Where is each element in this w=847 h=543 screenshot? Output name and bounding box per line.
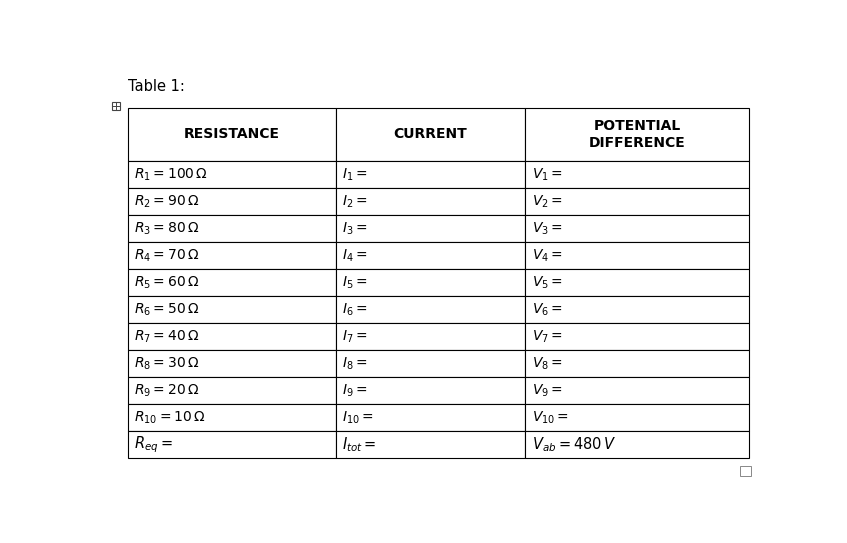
Bar: [335, 108, 525, 161]
Text: $\mathit{R}_{eq} =$: $\mathit{R}_{eq} =$: [134, 434, 173, 454]
Text: $V_3 =$: $V_3 =$: [532, 220, 562, 237]
Text: $V_6 =$: $V_6 =$: [532, 301, 562, 318]
Bar: [128, 323, 335, 350]
Text: $V_5 =$: $V_5 =$: [532, 274, 562, 291]
Bar: [335, 377, 525, 404]
Bar: [525, 216, 749, 242]
Text: $I_1 =$: $I_1 =$: [342, 167, 368, 183]
Bar: [128, 377, 335, 404]
Text: $V_9 =$: $V_9 =$: [532, 382, 562, 399]
Bar: [112, 102, 119, 110]
Bar: [128, 188, 335, 216]
Text: $I_9 =$: $I_9 =$: [342, 382, 368, 399]
Bar: [128, 431, 335, 458]
Bar: [525, 296, 749, 323]
Bar: [335, 161, 525, 188]
Text: $V_4 =$: $V_4 =$: [532, 248, 562, 264]
Bar: [335, 431, 525, 458]
Text: $R_3 = 80\,\Omega$: $R_3 = 80\,\Omega$: [134, 220, 199, 237]
Text: $\mathit{V}_{ab} = 480\,V$: $\mathit{V}_{ab} = 480\,V$: [532, 435, 616, 454]
Bar: [128, 404, 335, 431]
Bar: [335, 350, 525, 377]
Text: $R_6 = 50\,\Omega$: $R_6 = 50\,\Omega$: [134, 301, 199, 318]
Text: $\mathit{I}_{tot} =$: $\mathit{I}_{tot} =$: [342, 435, 377, 454]
Bar: [525, 377, 749, 404]
Text: $V_8 =$: $V_8 =$: [532, 355, 562, 372]
Text: $R_7 = 40\,\Omega$: $R_7 = 40\,\Omega$: [134, 329, 199, 345]
Bar: [525, 431, 749, 458]
Bar: [525, 242, 749, 269]
Bar: [525, 323, 749, 350]
Text: $R_1 = 100\,\Omega$: $R_1 = 100\,\Omega$: [134, 167, 208, 183]
Bar: [335, 269, 525, 296]
Bar: [335, 296, 525, 323]
Text: $R_5 = 60\,\Omega$: $R_5 = 60\,\Omega$: [134, 274, 199, 291]
Text: $R_8 = 30\,\Omega$: $R_8 = 30\,\Omega$: [134, 355, 199, 372]
Text: $R_9 = 20\,\Omega$: $R_9 = 20\,\Omega$: [134, 382, 199, 399]
Text: $V_1 =$: $V_1 =$: [532, 167, 562, 183]
Text: $V_7 =$: $V_7 =$: [532, 329, 562, 345]
Text: $I_6 =$: $I_6 =$: [342, 301, 368, 318]
Bar: [525, 108, 749, 161]
Text: $I_2 =$: $I_2 =$: [342, 194, 368, 210]
Text: Table 1:: Table 1:: [128, 79, 185, 94]
Bar: [128, 350, 335, 377]
Bar: [525, 269, 749, 296]
Bar: [128, 216, 335, 242]
Bar: [335, 188, 525, 216]
Text: $I_5 =$: $I_5 =$: [342, 274, 368, 291]
Bar: [525, 404, 749, 431]
Text: RESISTANCE: RESISTANCE: [184, 128, 280, 142]
Bar: [335, 216, 525, 242]
Text: $I_8 =$: $I_8 =$: [342, 355, 368, 372]
Text: $R_{10} = 10\,\Omega$: $R_{10} = 10\,\Omega$: [134, 409, 205, 426]
Bar: [128, 108, 335, 161]
Bar: [128, 161, 335, 188]
Text: $R_2 = 90\,\Omega$: $R_2 = 90\,\Omega$: [134, 194, 199, 210]
Bar: [128, 296, 335, 323]
Bar: [335, 323, 525, 350]
Text: $V_2 =$: $V_2 =$: [532, 194, 562, 210]
Text: $V_{10} =$: $V_{10} =$: [532, 409, 568, 426]
Text: $I_7 =$: $I_7 =$: [342, 329, 368, 345]
Bar: [739, 465, 750, 476]
Text: CURRENT: CURRENT: [394, 128, 468, 142]
Bar: [128, 269, 335, 296]
Bar: [525, 350, 749, 377]
Text: POTENTIAL
DIFFERENCE: POTENTIAL DIFFERENCE: [589, 119, 685, 149]
Text: $I_3 =$: $I_3 =$: [342, 220, 368, 237]
Text: $I_4 =$: $I_4 =$: [342, 248, 368, 264]
Text: $R_4 = 70\,\Omega$: $R_4 = 70\,\Omega$: [134, 248, 199, 264]
Text: $I_{10} =$: $I_{10} =$: [342, 409, 374, 426]
Bar: [335, 242, 525, 269]
Bar: [335, 404, 525, 431]
Bar: [525, 188, 749, 216]
Bar: [128, 242, 335, 269]
Bar: [525, 161, 749, 188]
